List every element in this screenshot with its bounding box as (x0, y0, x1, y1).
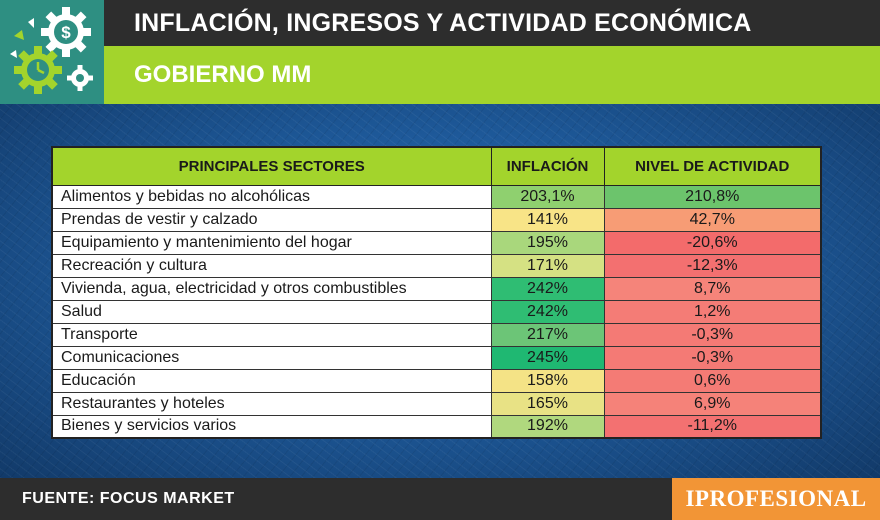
table-row: Alimentos y bebidas no alcohólicas 203,1%… (51, 184, 822, 209)
inflation-value: 242% (490, 276, 605, 301)
source-label: FUENTE: FOCUS MARKET (22, 490, 235, 507)
table-row: Prendas de vestir y calzado 141% 42,7% (51, 207, 822, 232)
inflation-value: 242% (490, 299, 605, 324)
inflation-value: 245% (490, 345, 605, 370)
activity-value: 8,7% (603, 276, 822, 301)
brand-logo: IPROFESIONAL (672, 478, 880, 520)
sector-name: Salud (51, 299, 492, 324)
sector-name: Bienes y servicios varios (51, 414, 492, 439)
inflation-value: 192% (490, 414, 605, 439)
title-bar: INFLACIÓN, INGRESOS Y ACTIVIDAD ECONÓMIC… (104, 0, 880, 46)
sector-name: Educación (51, 368, 492, 393)
table-row: Vivienda, agua, electricidad y otros com… (51, 276, 822, 301)
table-row: Restaurantes y hoteles 165% 6,9% (51, 391, 822, 416)
activity-value: 42,7% (603, 207, 822, 232)
activity-value: -20,6% (603, 230, 822, 255)
table-row: Bienes y servicios varios 192% -11,2% (51, 414, 822, 439)
table-body: Alimentos y bebidas no alcohólicas 203,1%… (51, 184, 822, 439)
brand-name: IPROFESIONAL (685, 486, 867, 511)
table-row: Educación 158% 0,6% (51, 368, 822, 393)
subtitle-bar: GOBIERNO MM (104, 46, 880, 104)
table-row: Equipamiento y mantenimiento del hogar 19… (51, 230, 822, 255)
inflation-value: 195% (490, 230, 605, 255)
column-header-inflation: INFLACIÓN (490, 146, 605, 186)
inflation-value: 165% (490, 391, 605, 416)
sector-name: Vivienda, agua, electricidad y otros com… (51, 276, 492, 301)
inflation-value: 141% (490, 207, 605, 232)
sector-name: Equipamiento y mantenimiento del hogar (51, 230, 492, 255)
activity-value: 6,9% (603, 391, 822, 416)
activity-value: -0,3% (603, 322, 822, 347)
table-row: Comunicaciones 245% -0,3% (51, 345, 822, 370)
sector-name: Alimentos y bebidas no alcohólicas (51, 184, 492, 209)
activity-value: -12,3% (603, 253, 822, 278)
clock-gear-icon (14, 46, 62, 94)
table-header-row: PRINCIPALES SECTORES INFLACIÓN NIVEL DE … (51, 146, 822, 186)
activity-value: 1,2% (603, 299, 822, 324)
table-row: Transporte 217% -0,3% (51, 322, 822, 347)
logo-box: $ (0, 0, 104, 104)
sectors-table: PRINCIPALES SECTORES INFLACIÓN NIVEL DE … (51, 146, 822, 439)
dollar-gear-icon: $ (41, 7, 91, 57)
activity-value: -11,2% (603, 414, 822, 439)
gears-logo: $ (10, 7, 93, 94)
column-header-sector: PRINCIPALES SECTORES (51, 146, 492, 186)
page-subtitle: GOBIERNO MM (134, 61, 312, 88)
inflation-value: 171% (490, 253, 605, 278)
activity-value: 0,6% (603, 368, 822, 393)
table-row: Salud 242% 1,2% (51, 299, 822, 324)
activity-value: -0,3% (603, 345, 822, 370)
sector-name: Recreación y cultura (51, 253, 492, 278)
inflation-value: 217% (490, 322, 605, 347)
inflation-value: 158% (490, 368, 605, 393)
column-header-activity: NIVEL DE ACTIVIDAD (603, 146, 822, 186)
sector-name: Transporte (51, 322, 492, 347)
inflation-value: 203,1% (490, 184, 605, 209)
sector-name: Restaurantes y hoteles (51, 391, 492, 416)
page-title: INFLACIÓN, INGRESOS Y ACTIVIDAD ECONÓMIC… (134, 9, 752, 37)
activity-value: 210,8% (603, 184, 822, 209)
sector-name: Comunicaciones (51, 345, 492, 370)
table-row: Recreación y cultura 171% -12,3% (51, 253, 822, 278)
small-gear-icon (67, 65, 93, 91)
sector-name: Prendas de vestir y calzado (51, 207, 492, 232)
svg-text:$: $ (61, 23, 71, 42)
